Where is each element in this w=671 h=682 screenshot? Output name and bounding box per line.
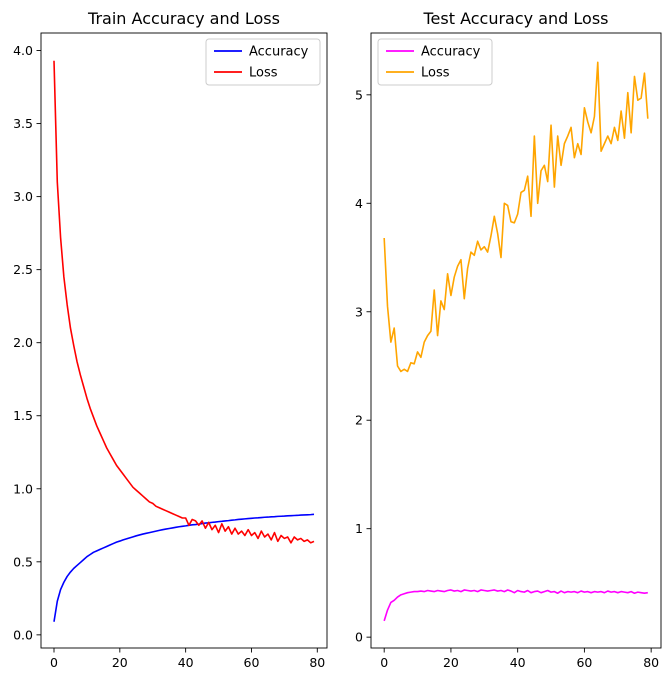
test-chart-title: Test Accuracy and Loss <box>422 9 608 28</box>
train-panel: Train Accuracy and Loss 0 20 40 60 80 0.0 0.5 1.… <box>13 9 328 670</box>
test-y-tick-label: 4 <box>355 196 363 211</box>
train-y-tick-label: 2.5 <box>13 262 33 277</box>
test-legend: Accuracy Loss <box>377 38 493 86</box>
train-y-tick-label: 2.0 <box>13 335 33 350</box>
train-legend-label-accuracy: Accuracy <box>249 45 309 60</box>
test-loss-line <box>383 61 649 373</box>
test-y-tick-label: 3 <box>355 304 363 319</box>
train-legend: Accuracy Loss <box>205 38 321 86</box>
train-x-tick-label: 80 <box>309 655 325 670</box>
train-chart-title: Train Accuracy and Loss <box>87 9 280 28</box>
train-x-tick-label: 40 <box>178 655 194 670</box>
test-x-tick-label: 20 <box>443 655 459 670</box>
train-x-tick-label: 60 <box>244 655 260 670</box>
test-x-tick-label: 60 <box>576 655 592 670</box>
train-y-tick-label: 1.0 <box>13 481 33 496</box>
train-y-tick-label: 0.0 <box>13 627 33 642</box>
train-legend-label-loss: Loss <box>249 66 278 81</box>
test-y-tick-label: 1 <box>355 521 363 536</box>
train-y-tick-label: 1.5 <box>13 408 33 423</box>
test-x-tick-label: 0 <box>380 655 388 670</box>
test-y-tick-label: 5 <box>355 87 363 102</box>
train-y-tick-label: 4.0 <box>13 43 33 58</box>
test-x-tick-label: 40 <box>510 655 526 670</box>
train-loss-line <box>53 60 315 544</box>
test-panel: Test Accuracy and Loss 0 20 40 60 80 0 1 2 3 4 5 Acc… <box>355 9 662 670</box>
train-y-tick-label: 3.5 <box>13 116 33 131</box>
train-plot-frame <box>40 32 328 649</box>
train-y-tick-label: 3.0 <box>13 189 33 204</box>
train-y-tick-label: 0.5 <box>13 554 33 569</box>
train-x-tick-label: 20 <box>112 655 128 670</box>
test-y-tick-label: 0 <box>355 630 363 645</box>
train-accuracy-line <box>53 513 315 622</box>
test-legend-label-accuracy: Accuracy <box>421 45 481 60</box>
test-plot-frame <box>370 32 662 649</box>
test-accuracy-line <box>383 589 648 622</box>
test-x-tick-label: 80 <box>643 655 659 670</box>
test-legend-label-loss: Loss <box>421 66 450 81</box>
test-y-tick-label: 2 <box>355 413 363 428</box>
train-x-tick-label: 0 <box>50 655 58 670</box>
